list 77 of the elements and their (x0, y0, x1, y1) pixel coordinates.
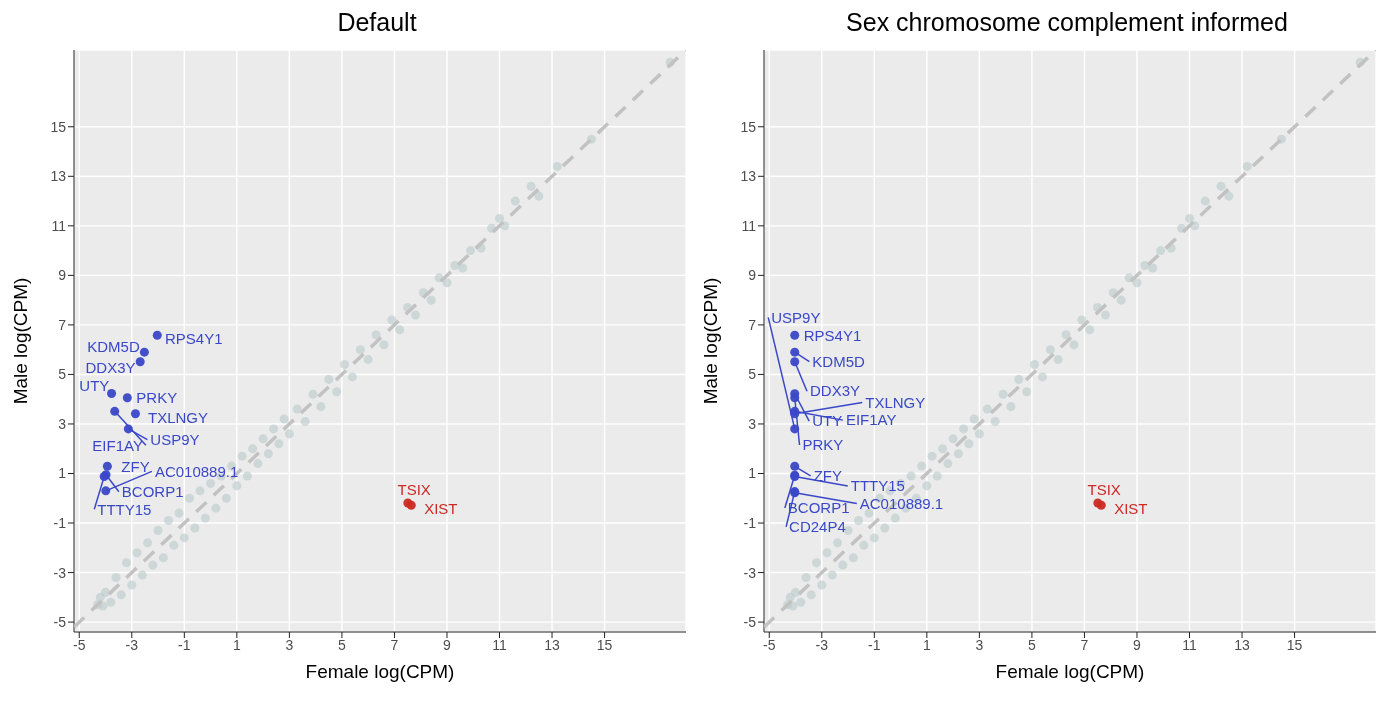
x-tick-label: -1 (868, 636, 881, 653)
annotation: DDX3Y (85, 358, 136, 376)
x-tick-label: 9 (443, 636, 452, 653)
annotation: AC010889.1 (154, 462, 239, 480)
y-tick-label: 1 (58, 465, 67, 482)
y-tick-label: -5 (743, 614, 757, 631)
annotation: TXLNGY (865, 393, 926, 411)
annotation: DDX3Y (809, 382, 861, 400)
y-axis-title: Male log(CPM) (9, 277, 31, 405)
x-tick-label: 5 (1028, 636, 1037, 653)
y-tick-label: 9 (58, 267, 67, 284)
annotation: EIF1AY (845, 411, 897, 429)
y-tick-label: 13 (50, 168, 67, 185)
y-tick-label: 5 (58, 366, 67, 383)
y-tick-label: 7 (58, 316, 67, 333)
x-tick-label: 13 (1234, 636, 1251, 653)
y-tick-label: -1 (743, 515, 757, 531)
annotation: USP9Y (771, 308, 821, 326)
y-tick-label: 3 (748, 415, 757, 432)
y-tick-label: 5 (748, 366, 757, 383)
y-tick-label: 11 (51, 217, 67, 234)
y-tick-label: -1 (53, 515, 67, 531)
x-tick-label: -3 (815, 636, 829, 653)
annotation: PRKY (802, 436, 844, 454)
annotation: KDM5D (812, 352, 866, 370)
annotation: EIF1AY (92, 436, 143, 454)
x-tick-label: 3 (975, 636, 984, 653)
annotation: BCORP1 (121, 482, 184, 500)
x-tick-label: 11 (1182, 636, 1197, 653)
annotation: TTTY15 (850, 477, 905, 495)
annotation: UTY (79, 376, 110, 394)
x-tick-label: 3 (285, 636, 294, 653)
annotation: TTTY15 (97, 500, 152, 518)
x-axis-title: Female log(CPM) (995, 661, 1145, 682)
annotation: XIST (1114, 500, 1148, 518)
x-tick-label: 5 (338, 636, 347, 653)
y-tick-label: 11 (741, 217, 757, 234)
annotation: RPS4Y1 (803, 326, 862, 344)
chart-title: Default (336, 8, 418, 38)
x-tick-label: -5 (73, 636, 86, 653)
y-axis-title: Male log(CPM) (699, 277, 721, 405)
y-tick-label: 7 (748, 316, 757, 333)
annotation: TSIX (397, 480, 431, 498)
annotation: KDM5D (87, 337, 140, 355)
annotation: RPS4Y1 (165, 329, 223, 347)
y-tick-label: 13 (740, 168, 757, 185)
y-tick-label: 1 (748, 465, 757, 482)
x-tick-label: 15 (1286, 636, 1303, 653)
y-tick-label: 15 (740, 118, 757, 135)
annotation: CD24P4 (789, 518, 846, 536)
annotation: UTY (812, 412, 843, 430)
y-tick-label: -5 (53, 614, 67, 631)
x-tick-label: 11 (492, 636, 507, 653)
x-tick-label: -1 (178, 636, 191, 653)
annotation: AC010889.1 (859, 494, 944, 512)
x-tick-label: 9 (1133, 636, 1142, 653)
x-tick-label: 1 (922, 636, 931, 653)
x-tick-label: -5 (763, 636, 776, 653)
annotation: USP9Y (150, 430, 200, 448)
x-tick-label: 1 (232, 636, 241, 653)
annotation: ZFY (121, 457, 150, 475)
y-tick-label: 9 (748, 267, 757, 284)
x-axis-title: Female log(CPM) (305, 661, 455, 682)
y-tick-label: 3 (58, 415, 67, 432)
annotation: XIST (424, 500, 458, 518)
x-tick-label: 7 (1080, 636, 1089, 653)
y-tick-label: -3 (743, 564, 757, 581)
annotation: PRKY (136, 388, 178, 406)
x-tick-label: 15 (596, 636, 613, 653)
y-tick-label: 15 (50, 118, 67, 135)
chart-title: Sex chromosome complement informed (845, 8, 1289, 38)
x-tick-label: 13 (544, 636, 561, 653)
x-tick-label: -3 (125, 636, 139, 653)
annotation: TSIX (1087, 480, 1121, 498)
y-tick-label: -3 (53, 564, 67, 581)
annotation: TXLNGY (148, 408, 209, 426)
x-tick-label: 7 (390, 636, 399, 653)
